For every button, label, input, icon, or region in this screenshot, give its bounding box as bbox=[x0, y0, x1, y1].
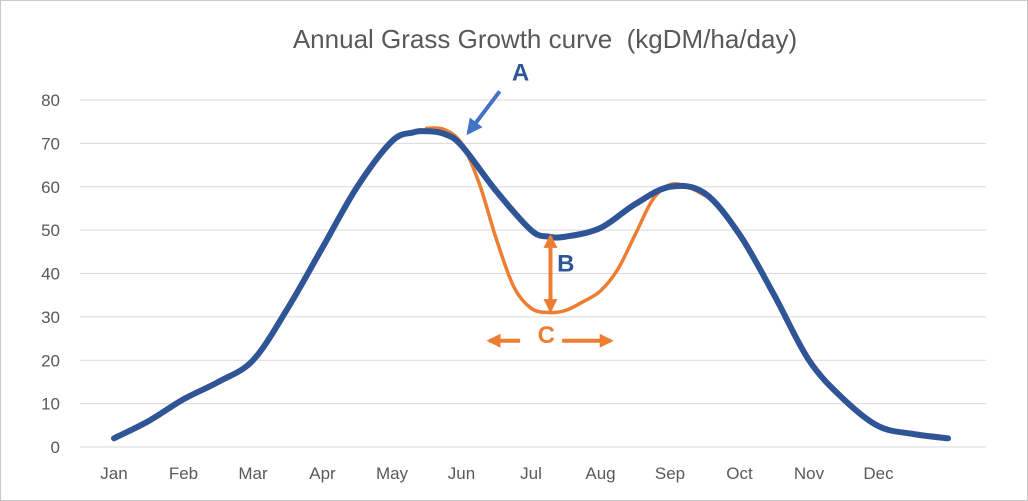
y-axis-ticks: 0 10 20 30 40 50 60 70 80 bbox=[41, 91, 60, 457]
series-line-0 bbox=[111, 128, 951, 442]
y-tick-label: 30 bbox=[41, 308, 60, 327]
annotations: A B C bbox=[466, 59, 614, 349]
x-tick-label: Feb bbox=[169, 464, 198, 483]
x-tick-label: Apr bbox=[309, 464, 336, 483]
x-tick-label: Jun bbox=[448, 464, 475, 483]
x-axis-ticks: Jan Feb Mar Apr May Jun Jul Aug Sep Oct Nov Dec bbox=[100, 464, 894, 483]
grid-lines bbox=[80, 99, 986, 448]
x-tick-label: Aug bbox=[585, 464, 615, 483]
annotation-label-C: C bbox=[538, 322, 555, 349]
chart-title: Annual Grass Growth curve (kgDM/ha/day) bbox=[292, 24, 798, 54]
annotation-label-A: A bbox=[512, 59, 529, 86]
annotation-arrow-A bbox=[466, 90, 502, 136]
x-tick-label: Dec bbox=[863, 464, 894, 483]
y-tick-label: 80 bbox=[41, 91, 60, 110]
y-tick-label: 50 bbox=[41, 221, 60, 240]
x-tick-label: Oct bbox=[726, 464, 753, 483]
y-tick-label: 40 bbox=[41, 265, 60, 284]
y-tick-label: 60 bbox=[41, 178, 60, 197]
y-tick-label: 70 bbox=[41, 134, 60, 153]
x-tick-label: Jan bbox=[100, 464, 127, 483]
x-tick-label: Nov bbox=[794, 464, 825, 483]
y-tick-label: 10 bbox=[41, 395, 60, 414]
x-tick-label: Jul bbox=[520, 464, 542, 483]
y-tick-label: 20 bbox=[41, 351, 60, 370]
annotation-label-B: B bbox=[557, 250, 574, 277]
y-tick-label: 0 bbox=[51, 438, 60, 457]
x-tick-label: Sep bbox=[655, 464, 685, 483]
series-lines bbox=[111, 126, 951, 442]
x-tick-label: May bbox=[376, 464, 409, 483]
x-tick-label: Mar bbox=[238, 464, 268, 483]
